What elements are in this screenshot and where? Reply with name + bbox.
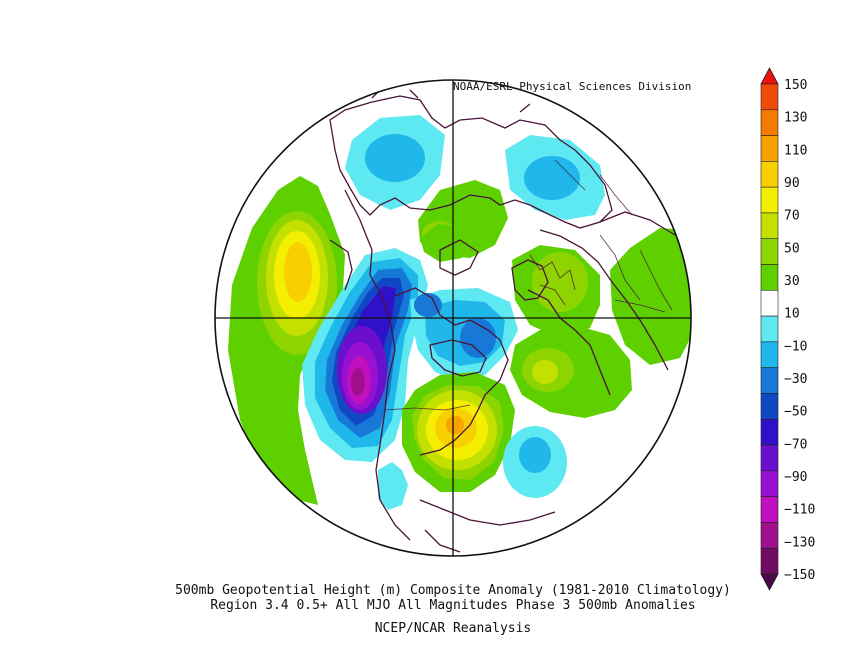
colorbar-tick-label: −10: [784, 339, 807, 354]
asia-positive-anomaly: [610, 228, 691, 365]
north-pacific-positive-anomaly: [228, 176, 345, 505]
colorbar-tick-label: 150: [784, 78, 807, 93]
colorbar-tick-label: 70: [784, 209, 800, 224]
colorbar-swatch: [760, 109, 779, 136]
map-boundary-circle: [214, 79, 692, 557]
colorbar-swatch: [760, 238, 779, 265]
colorbar-tick-label: −90: [784, 470, 807, 485]
colorbar-tick-label: −30: [784, 372, 807, 387]
colorbar-tick-label: −70: [784, 437, 807, 452]
western-atlantic-negative-anomaly: [503, 426, 567, 498]
credit-text: NOAA/ESRL Physical Sciences Division: [453, 80, 692, 93]
colorbar-tick-label: 10: [784, 307, 800, 322]
political-boundaries: [384, 159, 673, 411]
colorbar-swatch: [760, 444, 779, 472]
colorbar-swatch: [760, 83, 779, 111]
polar-map: [214, 79, 692, 557]
colorbar-tick-label: 30: [784, 274, 800, 289]
colorbar-swatch: [760, 186, 779, 214]
colorbar-bottom-arrow: [760, 573, 779, 591]
north-atlantic-positive-anomaly: [510, 325, 632, 418]
colorbar-tick-label: 90: [784, 176, 800, 191]
colorbar-swatch: [760, 264, 779, 291]
colorbar-swatch: [760, 290, 779, 317]
anomaly-fields: [228, 89, 691, 553]
caption-line-2: Region 3.4 0.5+ All MJO All Magnitudes P…: [210, 598, 696, 613]
western-north-america-negative-anomaly: [302, 248, 428, 462]
meridian-lines: [215, 80, 691, 556]
colorbar-top-arrow: [760, 67, 779, 85]
colorbar-tick-label: −50: [784, 405, 807, 420]
eastern-us-positive-anomaly: [402, 372, 515, 492]
colorbar: 150 130 110 90 70 50 30 10 −10 −30 −50 −70 −90 −110 −1…: [760, 67, 815, 591]
colorbar-tick-label: 110: [784, 143, 807, 158]
north-asia-positive-anomaly: [420, 224, 470, 262]
colorbar-tick-label: −130: [784, 535, 815, 550]
colorbar-tick-label: −150: [784, 568, 815, 583]
colorbar-swatch: [760, 341, 779, 368]
siberia-negative-anomaly: [505, 135, 605, 220]
caption-line-3: NCEP/NCAR Reanalysis: [374, 621, 532, 636]
colorbar-swatch: [760, 522, 779, 549]
colorbar-tick-label: −110: [784, 503, 815, 518]
colorbar-swatch: [760, 496, 779, 523]
colorbar-swatch: [760, 547, 779, 575]
colorbar-swatch: [760, 135, 779, 162]
colorbar-swatch: [760, 367, 779, 394]
europe-positive-anomaly: [512, 245, 600, 338]
colorbar-tick-label: 130: [784, 111, 807, 126]
caption-line-1: 500mb Geopotential Height (m) Composite …: [175, 583, 731, 598]
hudson-bay-negative-anomaly: [410, 288, 518, 382]
colorbar-swatch: [760, 393, 779, 420]
colorbar-swatch: [760, 418, 779, 446]
east-siberia-negative-anomaly: [345, 115, 445, 210]
colorbar-swatch: [760, 212, 779, 240]
colorbar-swatch: [760, 315, 779, 343]
colorbar-swatch: [760, 161, 779, 188]
southeast-us-negative-anomaly: [378, 462, 408, 510]
colorbar-tick-label: 50: [784, 241, 800, 256]
coastlines: [329, 89, 676, 553]
colorbar-swatch: [760, 470, 779, 497]
